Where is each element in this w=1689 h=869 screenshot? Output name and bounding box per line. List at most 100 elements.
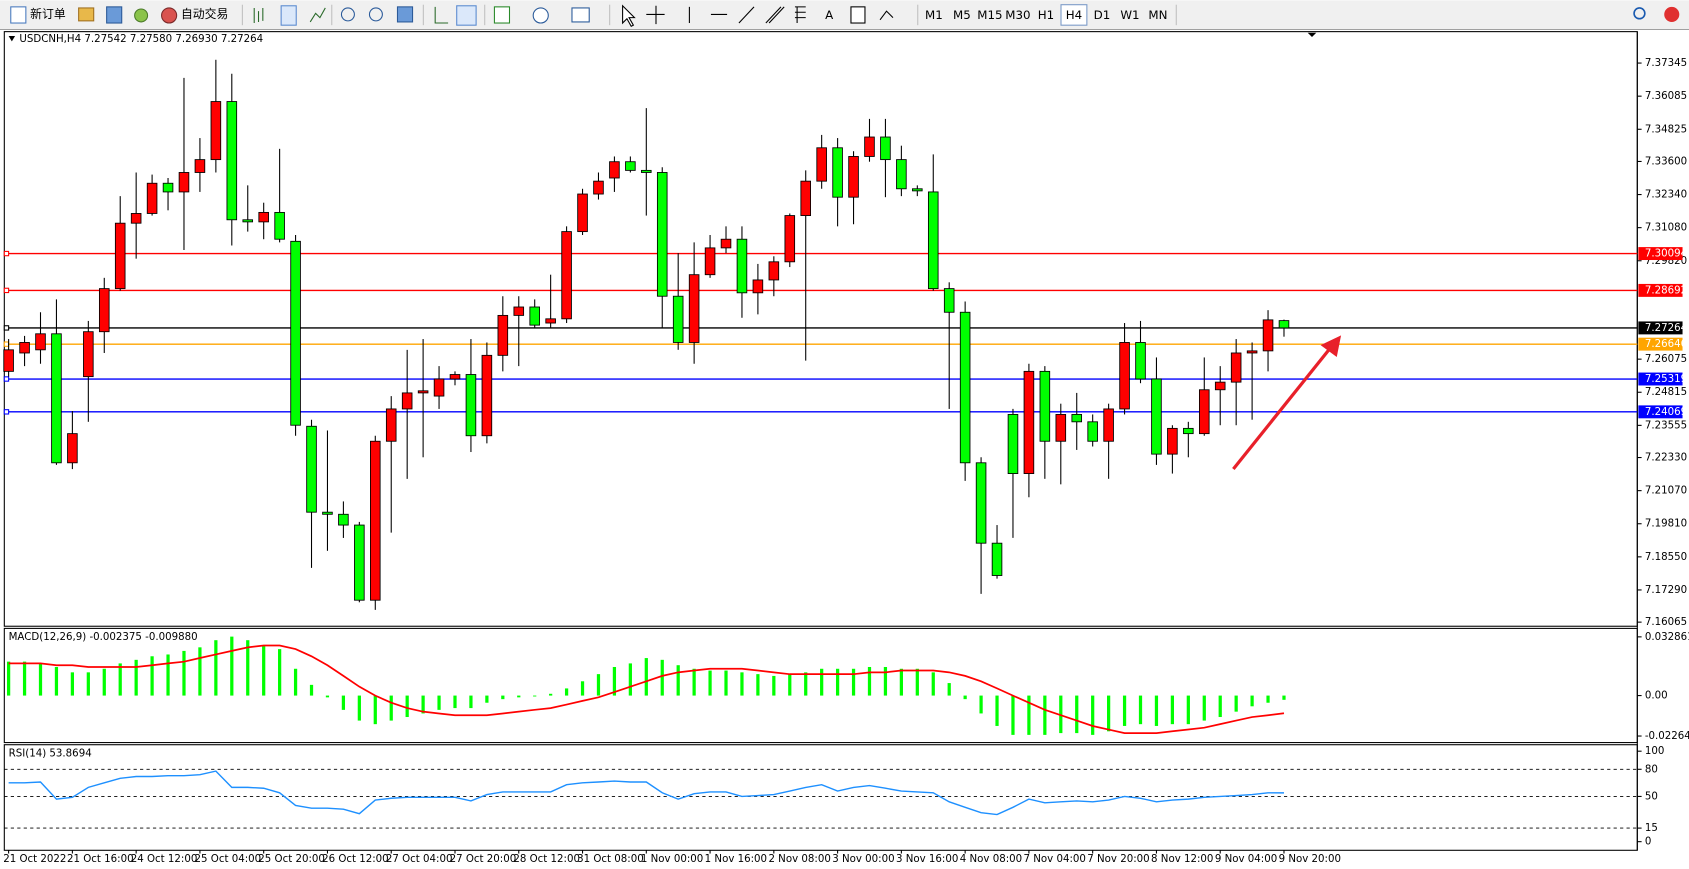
candle-body <box>1262 319 1274 352</box>
bar-chart-icon[interactable] <box>253 7 264 24</box>
new-order-button[interactable]: 新订单 <box>30 7 66 21</box>
zoom-in-icon[interactable] <box>340 7 355 22</box>
candle-body <box>1007 414 1019 474</box>
candle-body <box>114 222 126 290</box>
shift-icon[interactable] <box>456 5 477 26</box>
candle-chart-icon[interactable] <box>280 5 297 26</box>
y-tick-label: 15 <box>1645 823 1658 834</box>
candle-body <box>67 433 78 464</box>
x-tick-label: 7 Nov 20:00 <box>1087 854 1149 865</box>
macd-bar <box>246 640 250 696</box>
candle-body <box>1023 370 1035 474</box>
tool-icon[interactable] <box>78 7 95 22</box>
timeframe-button[interactable]: H1 <box>1038 8 1054 22</box>
macd-bar <box>1234 695 1238 712</box>
timeframe-button[interactable]: M15 <box>977 8 1002 22</box>
candle-body <box>1214 381 1226 391</box>
macd-bar <box>86 672 90 696</box>
macd-bar <box>788 674 792 696</box>
tool-icon[interactable] <box>134 8 149 23</box>
timeframe-button[interactable]: D1 <box>1094 8 1111 22</box>
annotation-arrow <box>1232 348 1331 470</box>
macd-bar <box>772 675 776 696</box>
auto-trade-button[interactable]: 自动交易 <box>181 7 228 21</box>
macd-bar <box>692 668 696 696</box>
macd-bar <box>1075 695 1079 734</box>
macd-bar <box>947 683 951 696</box>
label-tool[interactable] <box>850 6 866 24</box>
chart-type-icons[interactable] <box>253 5 326 26</box>
macd-bar <box>644 658 648 696</box>
y-tick-label: 7.32340 <box>1645 190 1687 201</box>
text-tool[interactable]: A <box>825 8 833 22</box>
candle-body <box>3 349 14 372</box>
candle-body <box>513 306 525 316</box>
x-tick-label: 2 Nov 08:00 <box>768 854 830 865</box>
timeframe-button[interactable]: MN <box>1148 8 1167 22</box>
trendline-tool[interactable] <box>738 6 755 24</box>
candle-body <box>943 288 955 313</box>
candle-body <box>322 511 333 515</box>
timeframe-button[interactable]: W1 <box>1120 8 1139 22</box>
macd-bar <box>596 674 601 696</box>
candle-body <box>1183 427 1194 435</box>
candle-body <box>146 182 158 214</box>
y-tick-label: 7.18550 <box>1645 552 1687 563</box>
candle-body <box>896 159 907 190</box>
x-tick-label: 7 Nov 04:00 <box>1024 854 1086 865</box>
timeframe-button[interactable]: H4 <box>1066 8 1082 22</box>
templates-icon[interactable] <box>571 7 590 23</box>
crosshair-tool[interactable] <box>646 5 665 25</box>
candle-body <box>1167 427 1178 455</box>
timeframe-button[interactable]: M5 <box>953 8 971 22</box>
fibo-tool[interactable] <box>794 6 806 24</box>
timeframe-button[interactable]: M1 <box>925 8 943 22</box>
line-chart-icon[interactable] <box>309 7 326 23</box>
candle-body <box>848 156 859 198</box>
channel-tool[interactable] <box>765 6 785 24</box>
y-tick-label: 7.23555 <box>1645 420 1687 431</box>
autoscroll-icon[interactable] <box>434 6 449 24</box>
notification-badge[interactable] <box>1664 6 1680 22</box>
candle-body <box>19 342 30 354</box>
new-order-icon[interactable] <box>10 6 27 24</box>
zoom-out-icon[interactable] <box>368 7 383 22</box>
search-button[interactable] <box>1633 7 1646 20</box>
candle-body <box>800 180 812 217</box>
candle-body <box>1055 414 1067 442</box>
candle-body <box>959 311 971 464</box>
candle-body <box>290 240 301 426</box>
macd-bar <box>485 695 489 703</box>
tile-icon[interactable] <box>396 6 414 23</box>
price-level-tag <box>1638 283 1683 297</box>
macd-bar <box>309 684 314 696</box>
macd-bar <box>278 649 282 696</box>
candle-body <box>1103 408 1114 442</box>
macd-bar <box>214 640 218 696</box>
auto-trade-icon[interactable] <box>161 7 178 24</box>
shapes-tool[interactable] <box>879 10 894 21</box>
candle-body <box>1039 370 1051 442</box>
cursor-tool[interactable] <box>622 4 636 27</box>
tool-icon[interactable] <box>106 6 123 24</box>
x-tick-label: 4 Nov 08:00 <box>960 854 1022 865</box>
indicators-icon[interactable] <box>493 6 511 24</box>
timeframe-button[interactable]: M30 <box>1005 8 1030 22</box>
macd-bar <box>102 668 106 696</box>
candle-body <box>1151 378 1162 455</box>
toolbar: 新订单 自动交易 A M1 M5 M15 M30 H <box>0 0 1689 31</box>
chart-layer: 7.37345 7.36085 7.34825 7.33600 7.32340 7.310… <box>3 34 1689 865</box>
macd-bar <box>166 654 170 696</box>
rsi-line <box>8 770 1284 816</box>
macd-bar <box>501 695 505 700</box>
candle-body <box>210 101 222 161</box>
y-tick-label: 7.34825 <box>1645 124 1687 135</box>
macd-bar <box>995 695 999 726</box>
y-tick-label: 7.21070 <box>1645 486 1687 497</box>
macd-bar <box>915 668 919 696</box>
periods-icon[interactable] <box>532 7 549 24</box>
candle-body <box>1119 342 1130 410</box>
candle-body <box>1198 389 1210 435</box>
symbol-menu-icon[interactable] <box>8 35 16 42</box>
candle-body <box>401 392 413 410</box>
